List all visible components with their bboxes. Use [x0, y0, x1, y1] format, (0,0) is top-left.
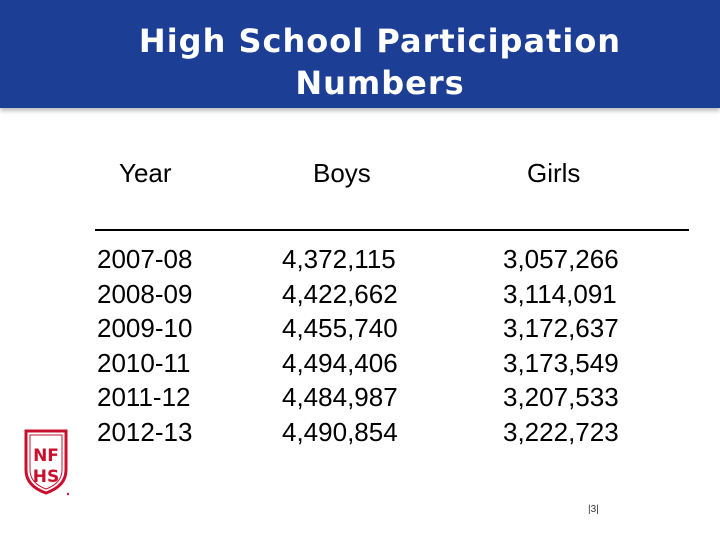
- page-number: |3|: [588, 504, 599, 515]
- column-header-year: Year: [119, 158, 172, 188]
- title-banner: [0, 0, 720, 108]
- slide-title-line-1: High School Participation: [138, 22, 622, 60]
- table-cell-boys: 4,494,406: [282, 347, 398, 378]
- year-column: 2007-08 2008-09 2009-10 2010-11 2011-12 …: [97, 242, 192, 450]
- girls-column: 3,057,266 3,114,091 3,172,637 3,173,549 …: [503, 242, 619, 450]
- table-cell-girls: 3,114,091: [503, 278, 617, 309]
- table-cell-year: 2011-12: [97, 382, 191, 413]
- svg-text:NF: NF: [33, 446, 59, 466]
- table-cell-boys: 4,455,740: [282, 313, 398, 344]
- table-cell-boys: 4,422,662: [282, 278, 398, 309]
- table-cell-girls: 3,173,549: [503, 347, 619, 378]
- table-cell-year: 2009-10: [97, 313, 193, 344]
- table-cell-girls: 3,207,533: [503, 382, 619, 413]
- table-cell-boys: 4,484,987: [282, 382, 398, 413]
- header-divider: [95, 229, 689, 231]
- column-header-boys: Boys: [313, 158, 371, 188]
- table-cell-girls: 3,222,723: [503, 416, 619, 447]
- table-cell-girls: 3,057,266: [503, 244, 619, 274]
- boys-column: 4,372,115 4,422,662 4,455,740 4,494,406 …: [282, 242, 398, 450]
- table-cell-year: 2012-13: [97, 416, 193, 447]
- table-cell-boys: 4,490,854: [282, 416, 398, 447]
- table-cell-year: 2007-08: [97, 244, 193, 274]
- column-header-girls: Girls: [527, 158, 581, 188]
- svg-text:HS: HS: [33, 467, 59, 487]
- table-cell-boys: 4,372,115: [282, 244, 396, 274]
- nfhs-shield-logo-icon: NF HS: [24, 429, 69, 496]
- table-cell-girls: 3,172,637: [503, 313, 619, 344]
- table-cell-year: 2008-09: [97, 278, 193, 309]
- table-cell-year: 2010-11: [97, 347, 191, 378]
- slide-title: High School Participation Numbers: [0, 20, 720, 104]
- slide-title-line-2: Numbers: [295, 64, 465, 102]
